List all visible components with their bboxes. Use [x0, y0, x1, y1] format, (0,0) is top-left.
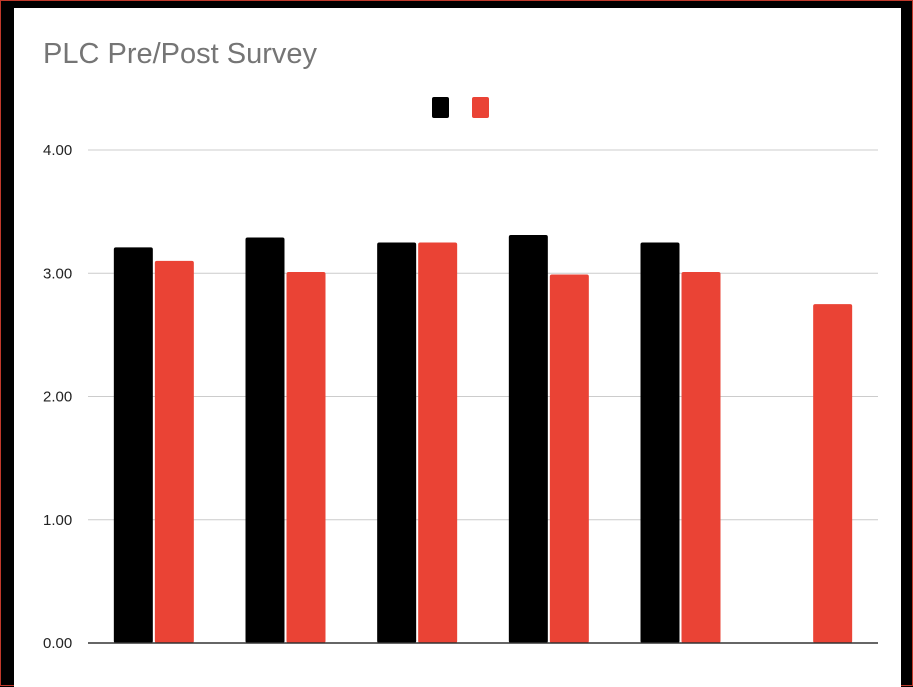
bar-series1-cat5 [640, 242, 680, 643]
bar-series2-cat5 [681, 272, 721, 643]
bar-series1-cat4 [508, 235, 548, 644]
bar-chart: 0.00 1.00 2.00 3.00 4.00 [43, 97, 878, 652]
bar-series2-cat1 [154, 260, 194, 643]
legend-swatch-2 [472, 97, 489, 118]
gridlines [88, 149, 878, 521]
chart-title: PLC Pre/Post Survey [43, 38, 317, 70]
y-axis-tick-labels: 0.00 1.00 2.00 3.00 4.00 [43, 142, 72, 652]
y-tick-label-3: 3.00 [43, 265, 72, 282]
chart-card: PLC Pre/Post Survey 0.00 1.00 2.00 3.00 4.00 [14, 8, 901, 687]
bar-series2-cat3 [418, 242, 458, 643]
bar-series1-cat3 [377, 242, 417, 643]
bar-series1-cat1 [113, 247, 153, 643]
y-tick-label-0: 0.00 [43, 635, 72, 652]
legend-swatch-1 [432, 97, 449, 118]
bar-series2-cat4 [549, 274, 589, 643]
bar-series1-cat2 [245, 237, 285, 643]
bar-series2-cat6 [813, 304, 853, 643]
bar-series2-cat2 [286, 272, 326, 643]
y-tick-label-2: 2.00 [43, 389, 72, 406]
y-tick-label-4: 4.00 [43, 142, 72, 159]
bars [113, 235, 853, 644]
y-tick-label-1: 1.00 [43, 512, 72, 529]
chart-legend [432, 97, 489, 118]
